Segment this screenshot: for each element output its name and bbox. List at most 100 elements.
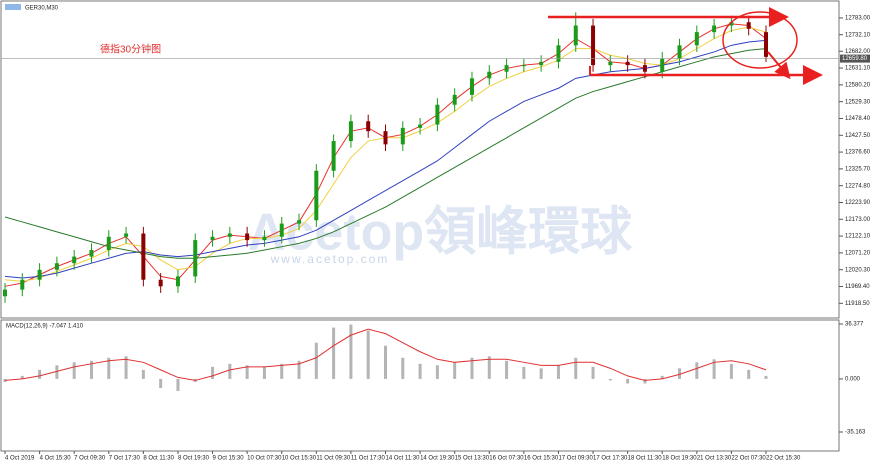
candle-body — [539, 61, 544, 66]
candle-body — [521, 65, 526, 67]
x-tick-label: 14 Oct 11:30 — [386, 456, 421, 462]
candle-body — [210, 236, 215, 241]
candle-body — [729, 22, 734, 26]
x-tick-label: 18 Oct 11:30 — [628, 456, 663, 462]
candle-body — [712, 25, 717, 33]
macd-bar — [539, 368, 543, 379]
y-tick-label: 12376.60 — [845, 150, 870, 156]
candle-body — [487, 71, 492, 79]
macd-bar — [747, 369, 751, 379]
macd-bar — [349, 324, 353, 379]
macd-bar — [729, 363, 733, 379]
x-tick-label: 18 Oct 19:30 — [662, 456, 697, 462]
macd-bar — [262, 366, 266, 379]
macd-bar — [556, 365, 560, 379]
candle-body — [314, 170, 319, 221]
y-tick-label: 12682.00 — [845, 49, 870, 55]
macd-bar — [487, 356, 491, 379]
candle-body — [591, 25, 596, 66]
x-tick-label: 16 Oct 07:30 — [489, 456, 524, 462]
macd-bar — [55, 365, 59, 379]
candle-body — [348, 121, 353, 142]
macd-bar — [124, 356, 128, 379]
macd-bar — [418, 363, 422, 379]
y-tick-label: -35.163 — [845, 430, 866, 436]
candle-body — [193, 240, 198, 277]
candle-body — [54, 263, 59, 270]
y-tick-label: 12478.40 — [845, 116, 870, 122]
candle-body — [72, 256, 77, 264]
chart-title: GER30,M30 — [25, 6, 59, 12]
macd-bar — [678, 368, 682, 379]
y-tick-label: 12427.50 — [845, 133, 870, 139]
ma-line — [4, 48, 767, 259]
macd-bar — [505, 360, 509, 379]
macd-bar — [522, 366, 526, 379]
candle-body — [124, 233, 129, 237]
macd-bar — [314, 342, 318, 379]
candle-body — [418, 124, 423, 128]
candle-body — [175, 276, 180, 287]
y-tick-label: 12325.70 — [845, 166, 870, 172]
x-tick-label: 16 Oct 15:30 — [524, 456, 559, 462]
y-tick-label: 12529.30 — [845, 99, 870, 105]
candle-body — [3, 289, 7, 297]
macd-bar — [626, 378, 630, 384]
candle-body — [677, 45, 682, 59]
arrow — [767, 51, 791, 80]
macd-bar — [470, 357, 474, 379]
macd-bar — [453, 362, 457, 379]
x-tick-label: 8 Oct 19:30 — [178, 456, 210, 462]
macd-bar — [89, 360, 93, 379]
y-tick-label: 12071.20 — [845, 250, 870, 256]
y-tick-label: 12122.10 — [845, 234, 870, 240]
signal-line — [4, 328, 767, 381]
candle-body — [141, 233, 146, 280]
macd-title: MACD(12,26,9) -7.047 1.410 — [6, 324, 84, 330]
candle-body — [400, 127, 405, 145]
candle-body — [227, 233, 232, 237]
macd-bar — [72, 362, 76, 379]
candle-body — [608, 61, 613, 66]
macd-bar — [297, 360, 301, 379]
candle-body — [20, 279, 25, 290]
macd-bar — [38, 369, 42, 379]
macd-bar — [384, 345, 387, 379]
candle-body — [746, 22, 751, 29]
candle-body — [89, 249, 94, 257]
macd-bar — [245, 365, 249, 379]
x-tick-label: 8 Oct 11:30 — [143, 456, 174, 462]
macd-bar — [20, 375, 24, 379]
candle-body — [642, 65, 647, 72]
symbol-icon — [5, 4, 21, 10]
x-tick-label: 11 Oct 17:30 — [351, 456, 386, 462]
macd-bar — [643, 378, 647, 384]
plot: 12783.00 12732.10 12682.00 12631.10 12580.20… — [1, 12, 870, 462]
macd-bar — [141, 369, 145, 379]
y-tick-label: 11918.50 — [845, 301, 870, 307]
y-tick-label: 12173.00 — [845, 217, 870, 223]
x-tick-label: 7 Oct 17:30 — [109, 456, 141, 462]
circle — [722, 11, 798, 69]
candle-body — [262, 236, 267, 241]
macd-bar — [591, 366, 595, 379]
x-tick-label: 22 Oct 15:30 — [766, 456, 801, 462]
candle-body — [383, 131, 388, 145]
y-tick-label: 0.000 — [845, 376, 861, 382]
y-tick-label: 11969.40 — [845, 284, 870, 290]
macd-panel — [0, 319, 840, 452]
candle-body — [694, 32, 699, 46]
macd-bar — [764, 375, 768, 379]
macd-bar — [332, 327, 336, 379]
ma-line — [4, 39, 767, 279]
x-tick-label: 10 Oct 07:30 — [247, 456, 282, 462]
candle-body — [764, 32, 768, 57]
x-tick-label: 10 Oct 15:30 — [282, 456, 317, 462]
y-tick-label: 12223.90 — [845, 200, 870, 206]
macd-bar — [695, 362, 699, 379]
y-tick-label: 12783.00 — [845, 16, 870, 22]
x-tick-label: 17 Oct 09:30 — [558, 456, 593, 462]
candle-body — [245, 233, 250, 241]
x-tick-label: 7 Oct 09:30 — [74, 456, 106, 462]
